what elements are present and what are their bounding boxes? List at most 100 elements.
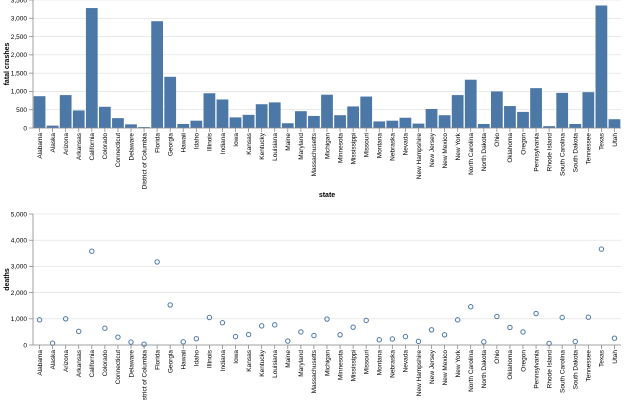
x-tick-label: Michigan (324, 350, 331, 376)
x-tick-label: Pennsylvania (533, 133, 540, 172)
y-tick-label: 0 (23, 125, 27, 132)
point-north-carolina (468, 304, 474, 310)
bar-idaho (190, 120, 203, 128)
point-oregon (520, 329, 526, 335)
x-tick-label: Arizona (63, 350, 70, 372)
bar-south-dakota (569, 123, 582, 128)
point-delaware (128, 339, 134, 345)
fatal-crashes-bar-chart: 0 500 1,000 1,500 2,000 2,500 3,000 3,500 Alabam… (4, 0, 621, 199)
bar-north-dakota (477, 123, 490, 128)
x-tick-label: Oregon (520, 133, 527, 155)
point-maine (285, 338, 291, 344)
y-tick-label: 2,000 (11, 52, 28, 59)
bar-new-york (451, 95, 464, 128)
point-indiana (219, 320, 226, 326)
x-tick-label: South Dakota (573, 133, 580, 173)
bar-new-jersey (425, 108, 438, 128)
point-arizona (62, 316, 69, 322)
y-tick-label: 1,500 (11, 70, 28, 77)
point-colorado (102, 325, 108, 331)
x-tick-label: Louisiana (272, 350, 279, 378)
x-tick-label: New Hampshire (416, 133, 423, 180)
bar-arizona (59, 95, 72, 128)
x-tick-label: Missouri (364, 133, 371, 157)
bar-iowa (229, 117, 242, 128)
point-north-dakota (481, 339, 487, 345)
x-tick-label: Missouri (364, 350, 371, 374)
y-tick-label: 1,000 (11, 89, 28, 96)
x-tick-label: Arkansas (76, 349, 83, 377)
bar-south-carolina (556, 92, 569, 128)
point-maryland (298, 329, 304, 335)
x-tick-label: Illinois (207, 132, 214, 151)
bar-montana (373, 121, 386, 128)
x-tick-label: Arkansas (76, 132, 83, 160)
y-tick-label: 500 (16, 107, 27, 114)
x-tick-label: New Mexico (442, 350, 449, 386)
y-tick-label: 4,000 (11, 238, 28, 245)
x-tick-label: Montana (377, 350, 384, 376)
x-tick-label: Utah (612, 350, 619, 364)
x-axis-title: state (319, 192, 335, 199)
deaths-scatter-chart: 0 1,000 2,000 3,000 4,000 5,000 Alabama Alaska A… (4, 211, 621, 400)
x-tick-label: Alabama (37, 350, 44, 376)
bar-kentucky (255, 104, 268, 128)
x-tick-label: Kentucky (259, 132, 266, 159)
x-tick-label: Indiana (220, 133, 227, 155)
y-tick-label: 2,000 (11, 290, 28, 297)
x-tick-label: Iowa (233, 133, 240, 147)
bar-missouri (360, 96, 373, 128)
bar-nevada (399, 117, 412, 128)
x-tick-label: Oregon (520, 350, 527, 372)
point-oklahoma (507, 324, 513, 331)
bar-pennsylvania (530, 88, 542, 128)
bar-arkansas (72, 110, 85, 128)
x-tick-label: Minnesota (337, 350, 344, 380)
bar-new-hampshire (412, 123, 425, 128)
x-tick-label: Nevada (403, 133, 410, 156)
bar-illinois (203, 93, 216, 128)
x-tick-label: North Dakota (481, 350, 488, 389)
bar-new-mexico (438, 115, 451, 128)
point-kansas (245, 331, 252, 338)
bar-colorado (98, 106, 111, 128)
bar-alabama (33, 96, 46, 128)
x-tick-label: South Dakota (573, 350, 580, 390)
bar-louisiana (268, 102, 281, 128)
x-tick-label: Utah (612, 133, 619, 147)
point-georgia (167, 302, 173, 308)
x-tick-label: California (89, 133, 96, 161)
x-tick-label: Maine (285, 350, 292, 368)
point-new-hampshire (415, 338, 422, 345)
bar-maryland (294, 111, 307, 128)
x-tick-label: New Jersey (429, 349, 436, 384)
x-tick-label: New Jersey (429, 132, 436, 167)
bar-california (85, 8, 98, 128)
x-tick-label: New Mexico (442, 133, 449, 169)
x-tick-label: Maine (285, 133, 292, 151)
x-tick-label: Michigan (324, 133, 331, 159)
bar-tennessee (582, 92, 595, 128)
y-axis-title: deaths (4, 268, 11, 291)
x-tick-label: Florida (154, 350, 161, 370)
x-tick-label: New Hampshire (416, 350, 423, 397)
bar-nebraska (386, 120, 399, 128)
point-nevada (402, 333, 409, 340)
x-tick-label: Indiana (220, 350, 227, 372)
x-tick-label: Maryland (298, 350, 305, 377)
x-tick-label: Oklahoma (507, 350, 514, 380)
x-tick-label: Montana (377, 133, 384, 159)
bar-minnesota (334, 115, 346, 128)
y-tick-label: 5,000 (11, 211, 28, 218)
x-tick-label: Ohio (494, 133, 501, 147)
bar-mississippi (347, 106, 360, 128)
x-tick-label: Mississippi (350, 133, 357, 164)
point-kentucky (258, 323, 265, 329)
point-idaho (193, 336, 200, 342)
point-tennessee (585, 314, 592, 320)
point-mississippi (350, 324, 356, 330)
x-tick-label: Maryland (298, 133, 305, 160)
bar-oregon (517, 111, 529, 128)
y-axis-title: fatal crashes (4, 42, 11, 85)
